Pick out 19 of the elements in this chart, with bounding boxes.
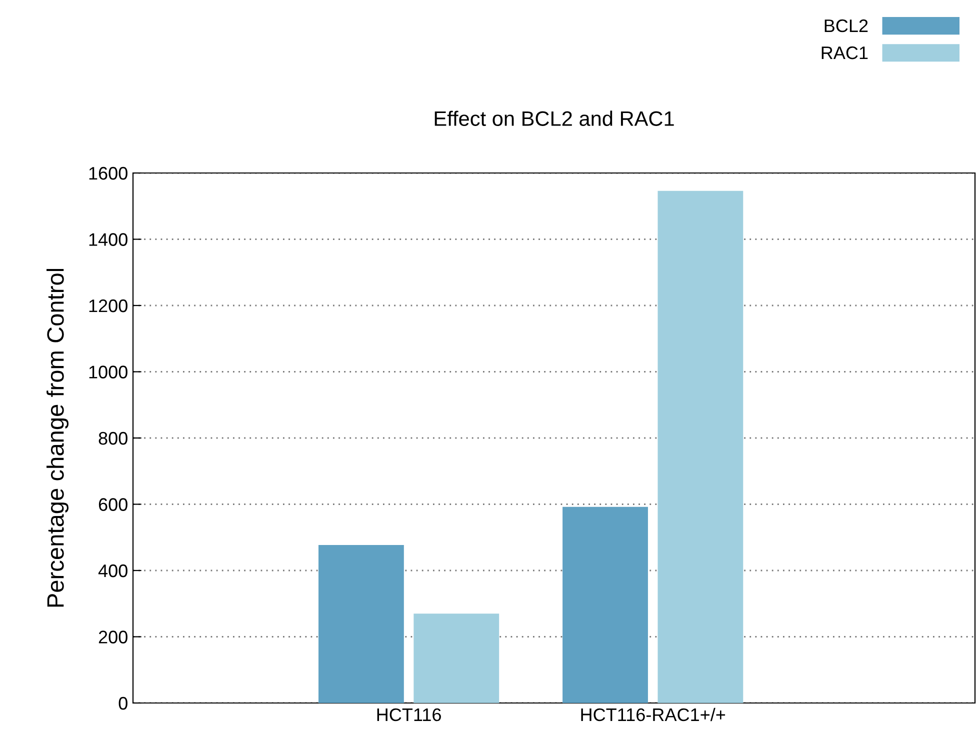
chart-title: Effect on BCL2 and RAC1 xyxy=(434,110,674,126)
legend-label: BCL2 xyxy=(824,19,868,32)
y-tick-label: 200 xyxy=(98,630,128,644)
y-tick-label: 1400 xyxy=(89,233,128,246)
bar xyxy=(414,614,500,703)
y-tick-label: 1000 xyxy=(89,366,128,378)
x-tick-label: HCT116-RAC1+/+ xyxy=(581,708,726,722)
y-tick-label: 800 xyxy=(98,432,128,445)
bar xyxy=(318,544,404,703)
y-tick-label: 1600 xyxy=(89,166,128,180)
y-tick-label: 400 xyxy=(98,564,128,578)
bar xyxy=(562,506,648,703)
x-tick-label: HCT116 xyxy=(377,708,441,722)
y-tick-label: 0 xyxy=(118,696,128,710)
legend-label: RAC1 xyxy=(822,46,868,60)
y-axis-title: Percentage change from Control xyxy=(46,268,69,607)
y-tick-label: 600 xyxy=(98,498,128,511)
bar xyxy=(658,190,744,703)
y-tick-label: 1200 xyxy=(89,299,128,312)
